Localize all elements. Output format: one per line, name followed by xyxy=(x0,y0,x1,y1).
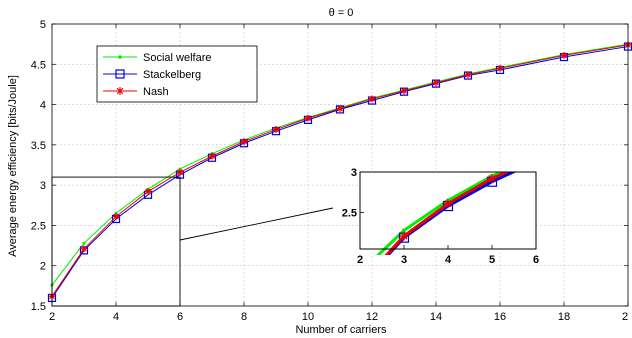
x-tick-label: 16 xyxy=(494,311,506,323)
y-tick-label: 2 xyxy=(40,261,46,273)
zoom-box xyxy=(51,176,334,307)
star-marker xyxy=(304,114,312,122)
star-marker xyxy=(116,87,124,95)
y-tick-label: 1.5 xyxy=(31,301,46,313)
square-marker xyxy=(115,69,125,79)
legend: Social welfare Stackelberg Nash xyxy=(96,45,258,103)
y-tick-label: 4.5 xyxy=(31,59,46,71)
main-axes: 2 4 6 8 10 12 14 16 18 21.522.533.544.55 xyxy=(31,19,629,323)
star-marker xyxy=(560,51,568,59)
legend-label: Stackelberg xyxy=(143,69,201,81)
legend-entry: Social welfare xyxy=(103,52,211,64)
x-tick-label: 18 xyxy=(558,311,570,323)
inset-x-tick-label: 4 xyxy=(445,254,452,266)
star-marker xyxy=(112,213,120,221)
legend-entry: Nash xyxy=(103,86,169,98)
plot-frame xyxy=(51,23,629,307)
star-marker xyxy=(368,95,376,103)
star-marker xyxy=(432,79,440,87)
square-marker xyxy=(356,281,365,290)
x-tick-label: 2 xyxy=(49,311,55,323)
dot-marker xyxy=(534,154,538,158)
star-marker xyxy=(272,126,280,134)
inset-y-tick-label: 3 xyxy=(351,167,357,179)
star-marker xyxy=(487,173,497,183)
star-marker xyxy=(144,188,152,196)
star-marker xyxy=(443,199,453,209)
dot-marker xyxy=(401,228,407,233)
inset-x-tick-label: 2 xyxy=(357,254,363,266)
x-tick-label: 2 xyxy=(622,311,628,323)
inset-chart: 2 3 4 5 6 2.5 3 xyxy=(342,154,541,290)
dot-marker xyxy=(118,55,122,59)
x-tick-label: 10 xyxy=(302,311,314,323)
inset-x-tick-label: 3 xyxy=(401,254,407,266)
y-tick-label: 4 xyxy=(40,100,46,112)
chart-title: θ = 0 xyxy=(329,7,354,19)
legend-label: Nash xyxy=(143,86,169,98)
y-tick-label: 5 xyxy=(40,19,46,31)
y-tick-label: 3 xyxy=(40,180,46,192)
dot-marker xyxy=(82,241,86,245)
star-marker xyxy=(532,155,541,164)
legend-entry: Stackelberg xyxy=(103,69,201,81)
inset-x-tick-label: 5 xyxy=(489,254,495,266)
star-marker xyxy=(240,138,248,146)
inset-y-tick-label: 2.5 xyxy=(342,208,357,220)
legend-label: Social welfare xyxy=(143,52,211,64)
y-axis-label: Average energy efficiency [bits/Joule] xyxy=(7,75,19,257)
star-marker xyxy=(208,152,216,160)
square-marker xyxy=(532,157,541,166)
x-tick-label: 14 xyxy=(430,311,442,323)
inset-series xyxy=(356,154,541,290)
x-tick-label: 8 xyxy=(241,311,247,323)
series-lines xyxy=(47,41,632,303)
star-marker xyxy=(176,168,184,176)
x-tick-label: 4 xyxy=(113,311,119,323)
star-marker xyxy=(336,105,344,113)
star-marker xyxy=(496,64,504,72)
star-marker xyxy=(464,71,472,79)
y-tick-label: 2.5 xyxy=(31,220,46,232)
zoom-connector xyxy=(179,207,334,241)
inset-x-tick-label: 6 xyxy=(533,254,539,266)
inset-series-nash xyxy=(356,155,541,288)
y-tick-label: 3.5 xyxy=(31,140,46,152)
dot-marker xyxy=(358,270,362,274)
star-marker xyxy=(80,245,88,253)
x-tick-label: 12 xyxy=(366,311,378,323)
star-marker xyxy=(399,231,409,241)
star-marker xyxy=(400,87,408,95)
star-marker xyxy=(356,279,365,288)
x-tick-label: 6 xyxy=(177,311,183,323)
x-axis-label: Number of carriers xyxy=(295,324,387,336)
